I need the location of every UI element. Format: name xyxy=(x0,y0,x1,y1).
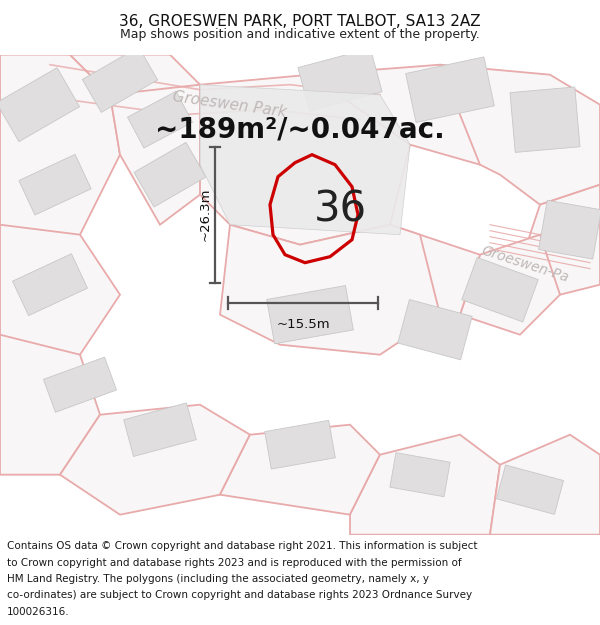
Polygon shape xyxy=(265,421,335,469)
Polygon shape xyxy=(0,68,80,142)
Polygon shape xyxy=(539,200,600,259)
Polygon shape xyxy=(350,435,500,534)
Polygon shape xyxy=(128,91,193,148)
Polygon shape xyxy=(490,435,600,534)
Text: Map shows position and indicative extent of the property.: Map shows position and indicative extent… xyxy=(120,28,480,41)
Polygon shape xyxy=(406,57,494,122)
Polygon shape xyxy=(460,234,560,335)
Text: to Crown copyright and database rights 2023 and is reproduced with the permissio: to Crown copyright and database rights 2… xyxy=(7,558,462,568)
Text: ~26.3m: ~26.3m xyxy=(199,188,212,241)
Polygon shape xyxy=(124,403,196,456)
Polygon shape xyxy=(0,54,120,255)
Polygon shape xyxy=(0,224,120,364)
Polygon shape xyxy=(220,425,380,515)
Polygon shape xyxy=(398,299,472,360)
Text: co-ordinates) are subject to Crown copyright and database rights 2023 Ordnance S: co-ordinates) are subject to Crown copyr… xyxy=(7,591,472,601)
Polygon shape xyxy=(134,142,206,207)
Polygon shape xyxy=(220,224,440,355)
Polygon shape xyxy=(43,357,116,412)
Text: ~15.5m: ~15.5m xyxy=(276,318,330,331)
Polygon shape xyxy=(510,87,580,152)
Polygon shape xyxy=(0,335,100,475)
Polygon shape xyxy=(496,465,563,514)
Text: 100026316.: 100026316. xyxy=(7,607,70,617)
Polygon shape xyxy=(200,84,410,234)
Polygon shape xyxy=(462,258,538,322)
Polygon shape xyxy=(110,84,230,224)
Polygon shape xyxy=(390,452,450,497)
Text: ~189m²/~0.047ac.: ~189m²/~0.047ac. xyxy=(155,116,445,144)
Text: 36, GROESWEN PARK, PORT TALBOT, SA13 2AZ: 36, GROESWEN PARK, PORT TALBOT, SA13 2AZ xyxy=(119,14,481,29)
Polygon shape xyxy=(298,48,382,111)
Polygon shape xyxy=(380,224,480,315)
Text: 36: 36 xyxy=(313,189,367,231)
Polygon shape xyxy=(310,64,500,164)
Text: Contains OS data © Crown copyright and database right 2021. This information is : Contains OS data © Crown copyright and d… xyxy=(7,541,478,551)
Polygon shape xyxy=(19,154,91,215)
Polygon shape xyxy=(440,64,600,205)
Text: HM Land Registry. The polygons (including the associated geometry, namely x, y: HM Land Registry. The polygons (includin… xyxy=(7,574,429,584)
Text: Groeswen Park: Groeswen Park xyxy=(172,89,288,120)
Text: Groeswen-Pa: Groeswen-Pa xyxy=(479,244,571,286)
Polygon shape xyxy=(520,185,600,294)
Polygon shape xyxy=(13,254,88,316)
Polygon shape xyxy=(70,54,200,134)
Polygon shape xyxy=(82,47,158,112)
Polygon shape xyxy=(267,286,353,344)
Polygon shape xyxy=(60,405,250,515)
Polygon shape xyxy=(200,74,410,244)
